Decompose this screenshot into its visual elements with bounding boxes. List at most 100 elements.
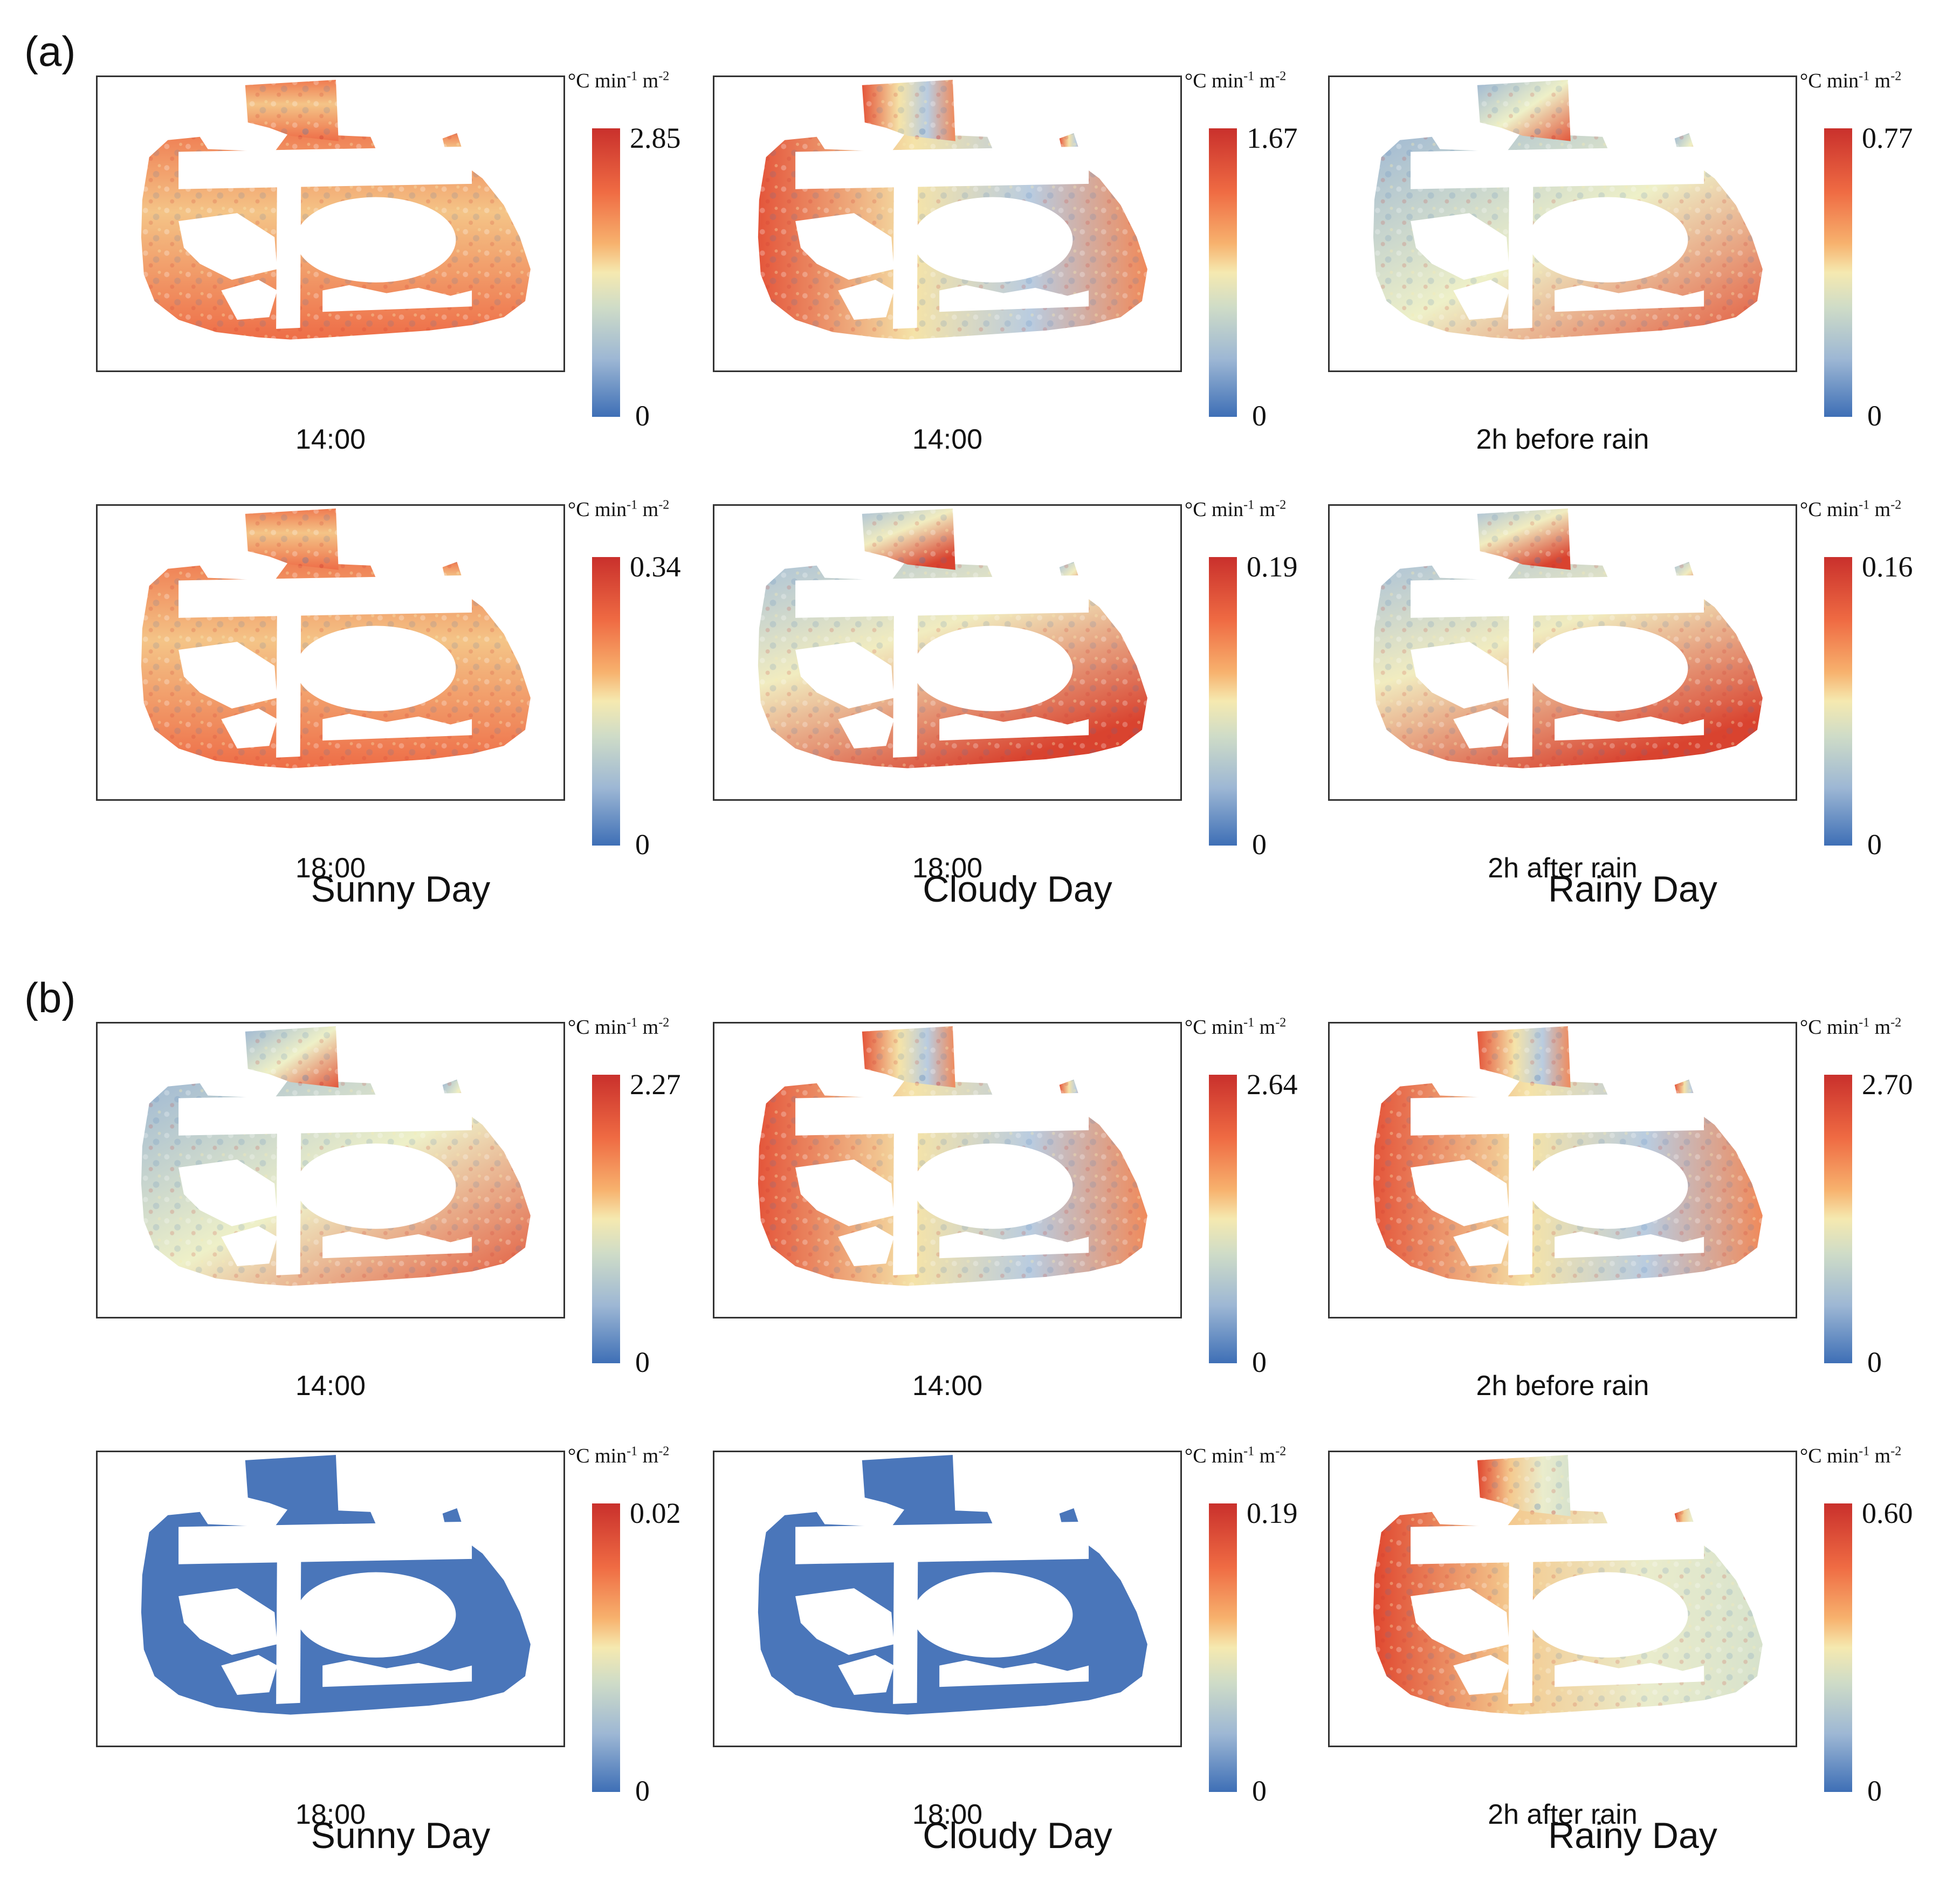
map-panel: °C min-1 m-2 0.60 0 2h after rain bbox=[1328, 1444, 1937, 1882]
panel-caption: 14:00 bbox=[295, 1370, 366, 1402]
colorbar-min: 0 bbox=[1867, 828, 1882, 861]
colorbar-max: 0.77 bbox=[1862, 122, 1913, 154]
map-frame bbox=[1328, 1451, 1797, 1747]
colorbar-min: 0 bbox=[1867, 1346, 1882, 1378]
colorbar-max: 0.19 bbox=[1247, 1497, 1298, 1529]
colorbar-max: 0.19 bbox=[1247, 551, 1298, 583]
map-panel: °C min-1 m-2 2.27 0 14:00 bbox=[96, 1015, 705, 1453]
colorbar-unit: °C min-1 m-2 bbox=[1800, 69, 1901, 93]
unit-base: °C min bbox=[1185, 498, 1244, 521]
colorbar bbox=[592, 1503, 620, 1792]
unit-exp: -2 bbox=[658, 1444, 670, 1459]
unit-base: °C min bbox=[1185, 70, 1244, 92]
colorbar bbox=[592, 128, 620, 417]
map-panel: °C min-1 m-2 0.77 0 2h before rain bbox=[1328, 69, 1937, 507]
figure-label: (a) bbox=[24, 28, 76, 75]
colorbar bbox=[1824, 557, 1852, 846]
colorbar-unit: °C min-1 m-2 bbox=[568, 498, 669, 521]
unit-base: °C min bbox=[568, 1445, 627, 1467]
park-heat-map bbox=[141, 79, 531, 340]
panel-caption: 18:00 bbox=[912, 1799, 983, 1830]
map-panel: °C min-1 m-2 0.19 0 18:00 bbox=[713, 498, 1322, 936]
figure-label: (b) bbox=[24, 974, 76, 1021]
map-frame bbox=[713, 1022, 1182, 1318]
unit-exp: -2 bbox=[658, 69, 670, 84]
day-label: Cloudy Day bbox=[923, 869, 1112, 910]
colorbar-unit: °C min-1 m-2 bbox=[568, 69, 669, 93]
panel-caption: 18:00 bbox=[295, 1799, 366, 1830]
unit-mid: m bbox=[1869, 1445, 1891, 1467]
colorbar-unit: °C min-1 m-2 bbox=[1185, 1015, 1286, 1039]
colorbar-unit: °C min-1 m-2 bbox=[1800, 1444, 1901, 1468]
unit-mid: m bbox=[1254, 1445, 1276, 1467]
colorbar-max: 1.67 bbox=[1247, 122, 1298, 154]
unit-mid: m bbox=[1869, 1016, 1891, 1039]
unit-mid: m bbox=[1254, 1016, 1276, 1039]
panel-caption: 18:00 bbox=[295, 853, 366, 884]
unit-exp: -1 bbox=[1859, 1444, 1870, 1459]
colorbar bbox=[1824, 1075, 1852, 1363]
colorbar-unit: °C min-1 m-2 bbox=[568, 1444, 669, 1468]
colorbar-unit: °C min-1 m-2 bbox=[1185, 498, 1286, 521]
unit-exp: -2 bbox=[658, 1015, 670, 1030]
panel-caption: 2h after rain bbox=[1488, 853, 1638, 884]
unit-exp: -1 bbox=[1859, 498, 1870, 512]
colorbar bbox=[1824, 128, 1852, 417]
map-frame bbox=[96, 1451, 565, 1747]
unit-exp: -2 bbox=[1890, 69, 1902, 84]
park-heat-map bbox=[141, 508, 531, 768]
unit-base: °C min bbox=[1185, 1445, 1244, 1467]
panel-caption: 18:00 bbox=[912, 853, 983, 884]
unit-base: °C min bbox=[1800, 1016, 1859, 1039]
unit-mid: m bbox=[637, 1016, 659, 1039]
map-panel: °C min-1 m-2 1.67 0 14:00 bbox=[713, 69, 1322, 507]
unit-exp: -2 bbox=[1890, 498, 1902, 512]
unit-base: °C min bbox=[568, 498, 627, 521]
map-frame bbox=[713, 75, 1182, 372]
map-panel: °C min-1 m-2 0.19 0 18:00 bbox=[713, 1444, 1322, 1882]
unit-mid: m bbox=[637, 1445, 659, 1467]
park-heat-map bbox=[758, 1026, 1147, 1286]
map-panel: °C min-1 m-2 2.70 0 2h before rain bbox=[1328, 1015, 1937, 1453]
unit-exp: -1 bbox=[1243, 69, 1255, 84]
colorbar-max: 0.02 bbox=[630, 1497, 681, 1529]
map-frame bbox=[1328, 504, 1797, 801]
day-label: Rainy Day bbox=[1548, 1815, 1717, 1856]
colorbar bbox=[1209, 1503, 1237, 1792]
map-panel: °C min-1 m-2 2.85 0 14:00 bbox=[96, 69, 705, 507]
map-frame bbox=[96, 504, 565, 801]
map-frame bbox=[713, 1451, 1182, 1747]
map-panel: °C min-1 m-2 0.16 0 2h after rain bbox=[1328, 498, 1937, 936]
unit-exp: -2 bbox=[1890, 1444, 1902, 1459]
colorbar-min: 0 bbox=[635, 828, 650, 861]
park-heat-map bbox=[141, 1026, 531, 1286]
day-label: Rainy Day bbox=[1548, 869, 1717, 910]
colorbar-min: 0 bbox=[1867, 1775, 1882, 1807]
map-frame bbox=[1328, 75, 1797, 372]
colorbar bbox=[592, 1075, 620, 1363]
panel-caption: 14:00 bbox=[295, 424, 366, 455]
colorbar-min: 0 bbox=[635, 400, 650, 432]
colorbar-unit: °C min-1 m-2 bbox=[1800, 498, 1901, 521]
panel-caption: 14:00 bbox=[912, 1370, 983, 1402]
unit-exp: -1 bbox=[627, 69, 638, 84]
colorbar-min: 0 bbox=[1252, 1775, 1267, 1807]
colorbar-min: 0 bbox=[1252, 1346, 1267, 1378]
colorbar-unit: °C min-1 m-2 bbox=[1185, 69, 1286, 93]
colorbar-max: 2.64 bbox=[1247, 1068, 1298, 1101]
colorbar-max: 2.85 bbox=[630, 122, 681, 154]
unit-base: °C min bbox=[568, 70, 627, 92]
park-heat-map bbox=[1373, 1454, 1763, 1715]
colorbar bbox=[1209, 557, 1237, 846]
map-frame bbox=[96, 1022, 565, 1318]
unit-exp: -2 bbox=[1275, 1444, 1287, 1459]
map-panel: °C min-1 m-2 2.64 0 14:00 bbox=[713, 1015, 1322, 1453]
unit-exp: -1 bbox=[1859, 69, 1870, 84]
colorbar bbox=[1209, 1075, 1237, 1363]
park-heat-map bbox=[1373, 1026, 1763, 1286]
map-frame bbox=[1328, 1022, 1797, 1318]
colorbar-max: 0.60 bbox=[1862, 1497, 1913, 1529]
unit-base: °C min bbox=[1800, 1445, 1859, 1467]
panel-caption: 2h after rain bbox=[1488, 1799, 1638, 1830]
colorbar bbox=[1209, 128, 1237, 417]
